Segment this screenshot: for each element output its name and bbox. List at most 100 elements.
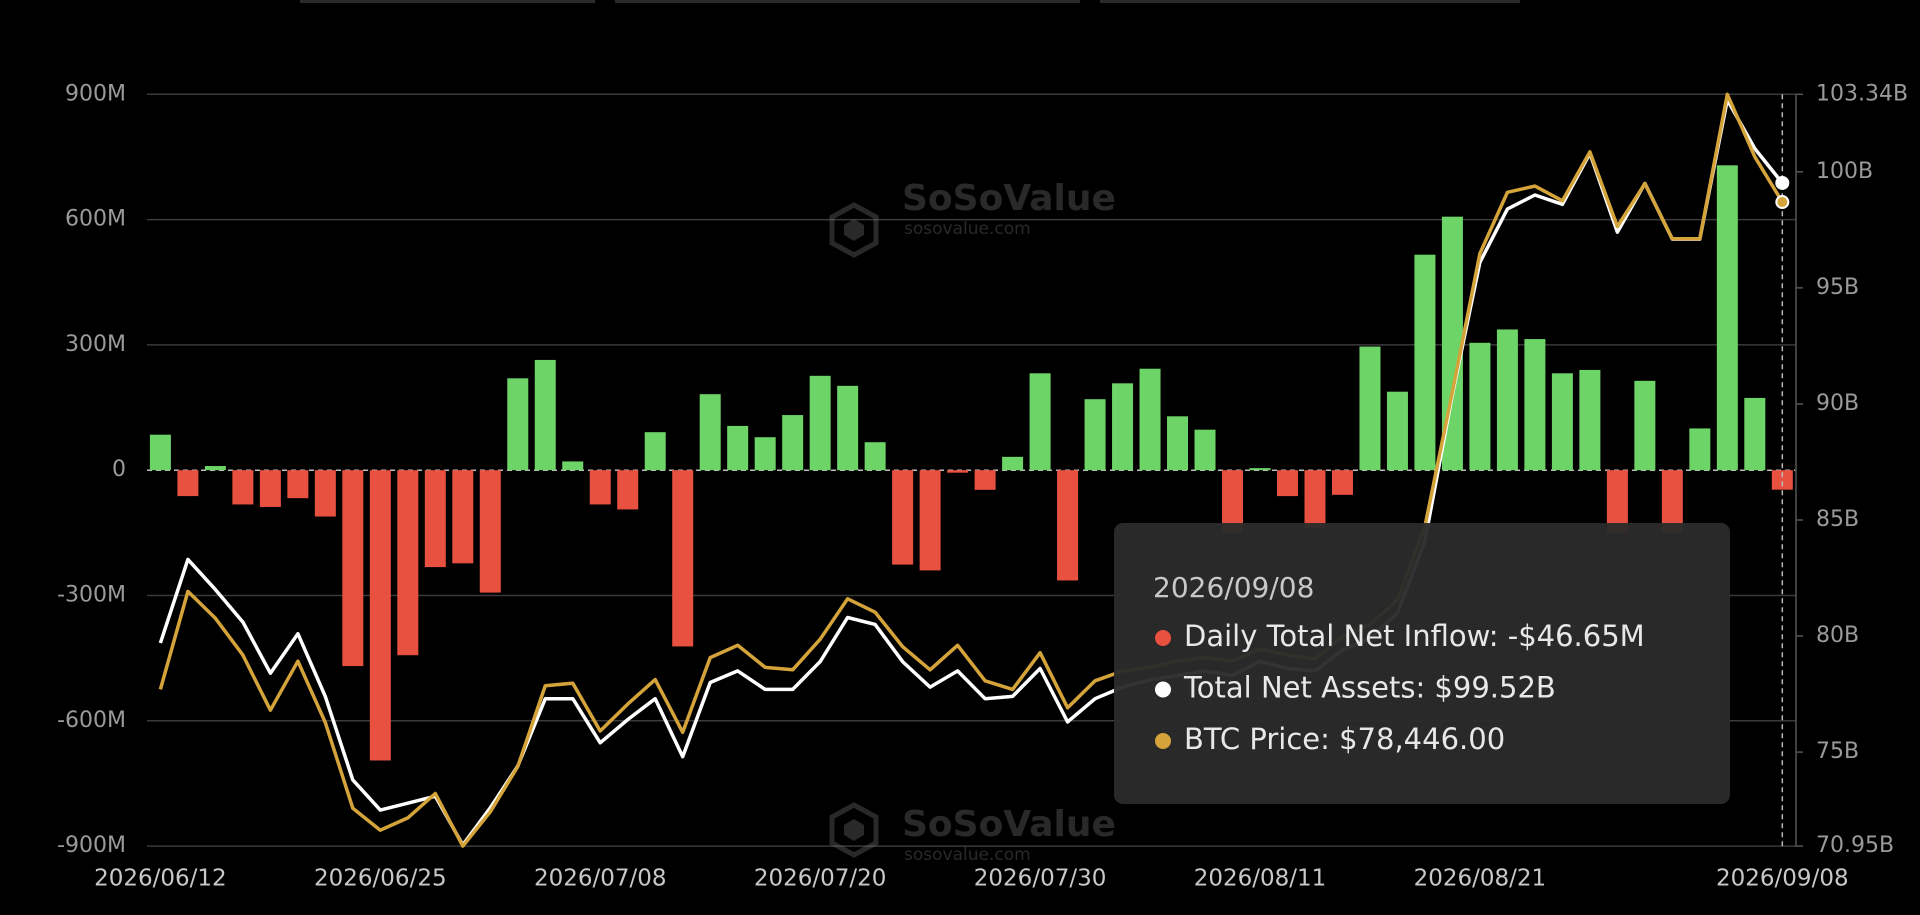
- watermarks: SoSoValue sosovalue.com SoSoValue sosova…: [829, 178, 1116, 865]
- bars: [149, 165, 1793, 761]
- watermark-logo: [829, 802, 879, 858]
- bar: [1496, 329, 1518, 471]
- y2-tick-label: 75B: [1816, 739, 1859, 764]
- bar: [617, 470, 639, 510]
- bar: [452, 470, 474, 564]
- bar: [149, 434, 171, 471]
- tooltip-row: Daily Total Net Inflow: -$46.65M: [1184, 619, 1645, 653]
- watermark-logo: [829, 202, 879, 258]
- x-tick-label: 2026/06/25: [314, 866, 447, 892]
- bar: [1304, 470, 1326, 529]
- bar: [699, 394, 721, 471]
- tooltip-row: Total Net Assets: $99.52B: [1183, 671, 1556, 705]
- axes: 900M 600M 300M 0 -300M -600M -900M 103.34B 100B 9…: [57, 81, 1908, 891]
- bar: [534, 359, 556, 471]
- bar: [1276, 470, 1298, 497]
- y-tick-label: 0: [112, 457, 126, 482]
- x-tick-label: 2026/07/20: [754, 866, 887, 892]
- tooltip-row: BTC Price: $78,446.00: [1184, 722, 1505, 756]
- bar: [1359, 346, 1381, 471]
- y2-tick-label: 90B: [1816, 391, 1859, 416]
- bar: [314, 470, 336, 517]
- tooltip-dot: [1155, 630, 1171, 646]
- bar: [644, 432, 666, 471]
- x-tick-label: 2026/07/30: [974, 866, 1107, 892]
- bar: [864, 442, 886, 471]
- tooltip-box: [1114, 523, 1730, 804]
- bar: [1002, 456, 1024, 471]
- bar: [1167, 416, 1189, 471]
- bar: [782, 415, 804, 471]
- tab-edge: [300, 0, 595, 3]
- bar: [1469, 342, 1491, 471]
- x-tick-label: 2026/09/08: [1716, 866, 1849, 892]
- bar: [424, 470, 446, 568]
- tooltip-dot: [1155, 733, 1171, 749]
- bar: [1606, 470, 1628, 533]
- bar: [1331, 470, 1353, 495]
- tooltip: 2026/09/08 Daily Total Net Inflow: -$46.…: [1114, 523, 1730, 804]
- bar: [1414, 254, 1436, 471]
- y2-tick-label: 85B: [1816, 507, 1859, 532]
- bar: [1744, 397, 1766, 471]
- bar: [809, 375, 831, 471]
- bar: [507, 378, 529, 471]
- bar: [1524, 339, 1546, 471]
- bar: [1029, 373, 1051, 471]
- x-tick-label: 2026/06/12: [94, 866, 227, 892]
- watermark-url: sosovalue.com: [904, 845, 1031, 865]
- bar: [1661, 470, 1683, 533]
- bar: [259, 470, 281, 507]
- bar: [287, 470, 309, 499]
- bar: [369, 470, 391, 761]
- tab-edge: [615, 0, 1080, 3]
- y2-tick-label: 100B: [1816, 159, 1873, 184]
- bar: [1112, 383, 1134, 471]
- y-tick-label: 600M: [65, 207, 126, 232]
- lines: [158, 92, 1790, 848]
- tooltip-date: 2026/09/08: [1153, 571, 1314, 604]
- y2-tick-label: 103.34B: [1816, 81, 1908, 106]
- bar: [1222, 470, 1244, 533]
- watermark-name: SoSoValue: [902, 804, 1116, 845]
- bar: [1441, 216, 1463, 471]
- bar: [232, 470, 254, 505]
- y-tick-label: -600M: [57, 708, 126, 733]
- y2-tick-label: 95B: [1816, 275, 1859, 300]
- bar: [1579, 369, 1601, 471]
- bar: [1689, 428, 1711, 471]
- bar: [177, 470, 199, 497]
- bar: [1771, 470, 1793, 490]
- bar: [919, 470, 941, 571]
- y-tick-label: -900M: [57, 833, 126, 858]
- y-tick-label: 300M: [65, 332, 126, 357]
- bar: [1057, 470, 1079, 581]
- bar: [1249, 468, 1271, 471]
- bar: [947, 470, 969, 473]
- watermark-url: sosovalue.com: [904, 219, 1031, 239]
- y2-tick-label: 80B: [1816, 623, 1859, 648]
- bar: [1716, 165, 1738, 471]
- bar: [1386, 391, 1408, 471]
- grid: [147, 93, 1796, 847]
- hover-dot: [1775, 175, 1790, 190]
- bar: [974, 470, 996, 490]
- bar: [397, 470, 419, 656]
- x-tick-label: 2026/07/08: [534, 866, 667, 892]
- bar: [204, 466, 226, 471]
- bar: [672, 470, 694, 647]
- line: [158, 92, 1784, 848]
- bar: [754, 437, 776, 471]
- bar: [1194, 429, 1216, 471]
- bar: [589, 470, 611, 505]
- y2-tick-label: 70.95B: [1816, 833, 1894, 858]
- bar: [1551, 373, 1573, 471]
- bar: [342, 470, 364, 667]
- bar: [837, 385, 859, 471]
- bar: [1139, 368, 1161, 471]
- bar: [892, 470, 914, 565]
- tab-edge: [1100, 0, 1520, 3]
- bar: [1084, 399, 1106, 471]
